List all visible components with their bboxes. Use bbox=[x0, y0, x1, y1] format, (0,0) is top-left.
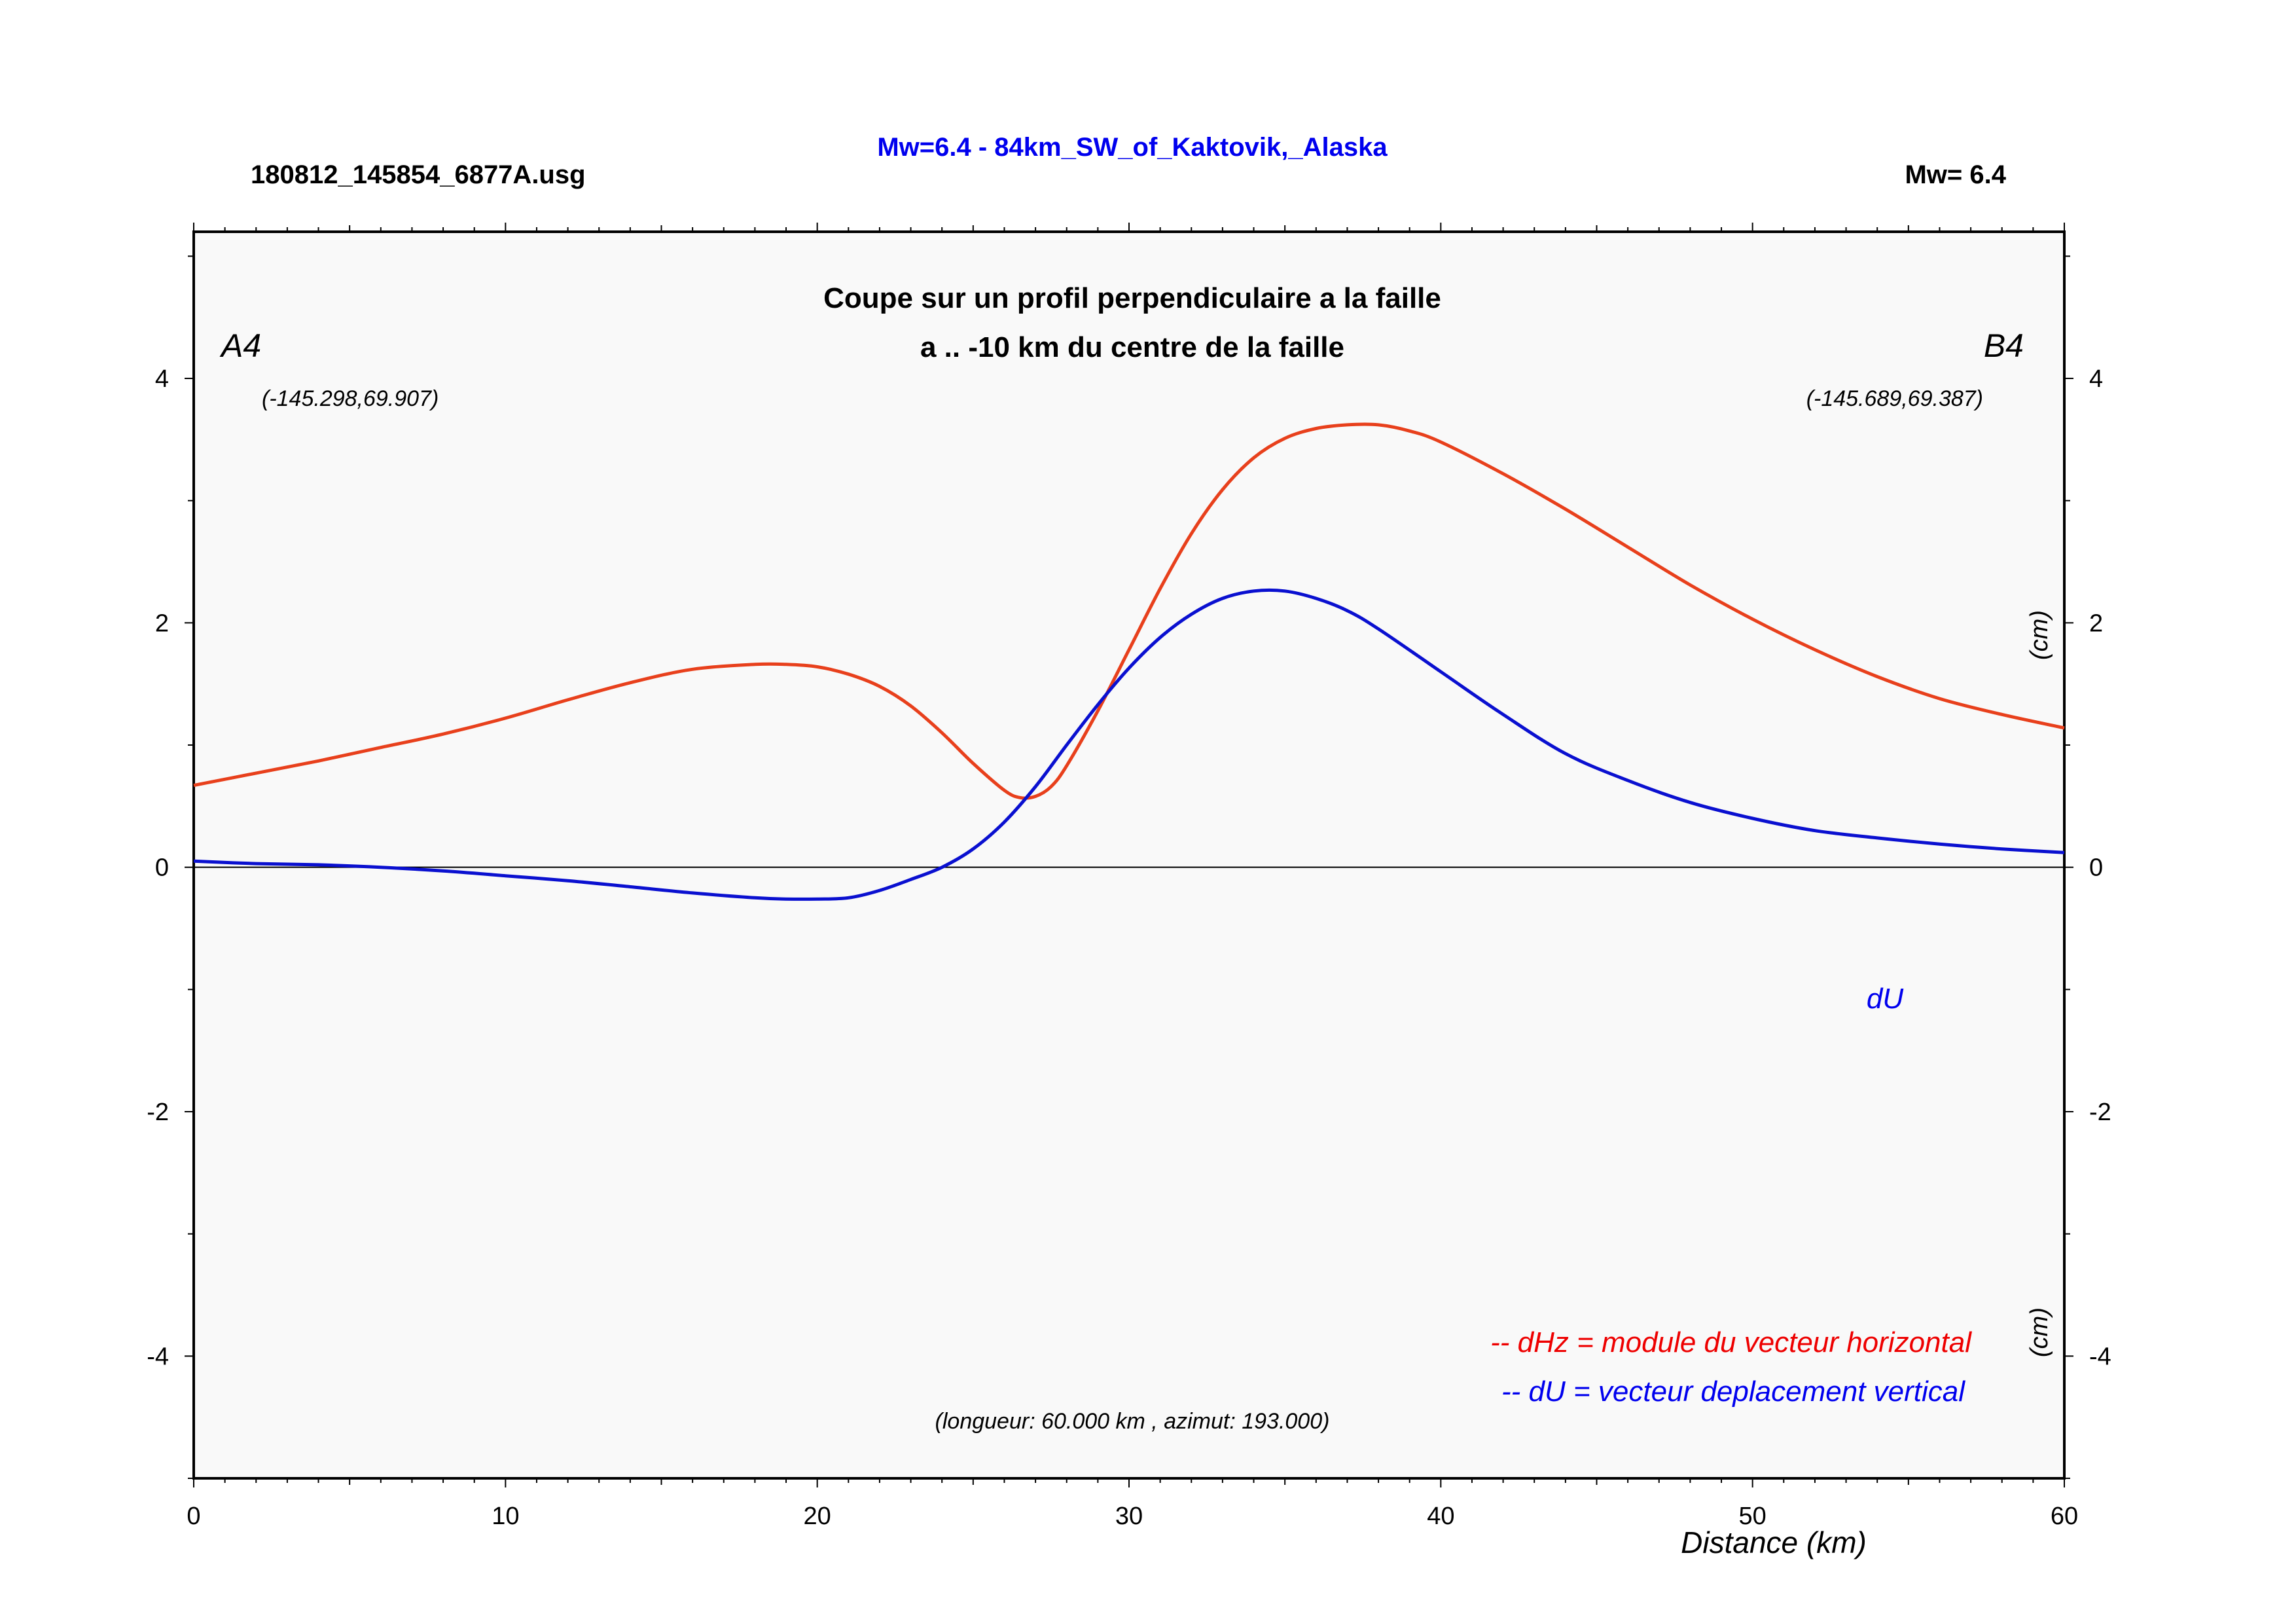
x-tick-label: 30 bbox=[1115, 1503, 1143, 1530]
y-axis-unit-upper: (cm) bbox=[2026, 610, 2053, 660]
magnitude-label: Mw= 6.4 bbox=[1905, 160, 2006, 189]
file-label: 180812_145854_6877A.usg bbox=[251, 160, 586, 189]
x-tick-label: 10 bbox=[492, 1503, 519, 1530]
y-tick-label-right: 4 bbox=[2089, 365, 2103, 393]
x-tick-labels: 0 10 20 30 40 50 60 bbox=[187, 1503, 2078, 1530]
start-point-label: A4 bbox=[219, 327, 261, 364]
axis-ticks bbox=[185, 223, 2073, 1487]
y-tick-label-right: 2 bbox=[2089, 610, 2103, 637]
y-tick-label-left: 0 bbox=[155, 854, 169, 882]
x-tick-label: 60 bbox=[2051, 1503, 2078, 1530]
y-tick-label-left: 4 bbox=[155, 365, 169, 393]
x-tick-label: 40 bbox=[1427, 1503, 1454, 1530]
chart-subtitle: a .. -10 km du centre de la faille bbox=[920, 331, 1344, 363]
x-tick-label: 0 bbox=[187, 1503, 200, 1530]
legend-entry-dhz: -- dHz = module du vecteur horizontal bbox=[1490, 1326, 1972, 1359]
legend-entry-du: -- dU = vecteur deplacement vertical bbox=[1501, 1376, 1965, 1408]
y-tick-labels-left: -4 -2 0 2 4 bbox=[147, 365, 169, 1370]
y-tick-label-right: 0 bbox=[2089, 854, 2103, 882]
x-tick-label: 20 bbox=[804, 1503, 831, 1530]
start-point-coords: (-145.298,69.907) bbox=[262, 386, 439, 411]
y-tick-label-right: -2 bbox=[2089, 1099, 2111, 1126]
end-point-label: B4 bbox=[1984, 327, 2024, 364]
y-tick-label-left: 2 bbox=[155, 610, 169, 637]
y-axis-unit-lower: (cm) bbox=[2026, 1307, 2053, 1357]
page-title: Mw=6.4 - 84km_SW_of_Kaktovik,_Alaska bbox=[877, 133, 1388, 162]
profile-note: (longueur: 60.000 km , azimut: 193.000) bbox=[935, 1409, 1330, 1434]
plot-area bbox=[192, 230, 2066, 1480]
y-tick-label-left: -4 bbox=[147, 1343, 169, 1370]
x-axis-label: Distance (km) bbox=[1681, 1525, 1867, 1559]
du-series-tag: dU bbox=[1867, 983, 1903, 1015]
end-point-coords: (-145.689,69.387) bbox=[1806, 386, 1983, 411]
y-tick-labels-right: -4 -2 0 2 4 bbox=[2089, 365, 2111, 1370]
y-tick-label-left: -2 bbox=[147, 1099, 169, 1126]
y-tick-label-right: -4 bbox=[2089, 1343, 2111, 1370]
chart-title: Coupe sur un profil perpendiculaire a la… bbox=[823, 282, 1441, 314]
x-tick-label: 50 bbox=[1739, 1503, 1767, 1530]
du-series-line bbox=[193, 588, 2065, 901]
